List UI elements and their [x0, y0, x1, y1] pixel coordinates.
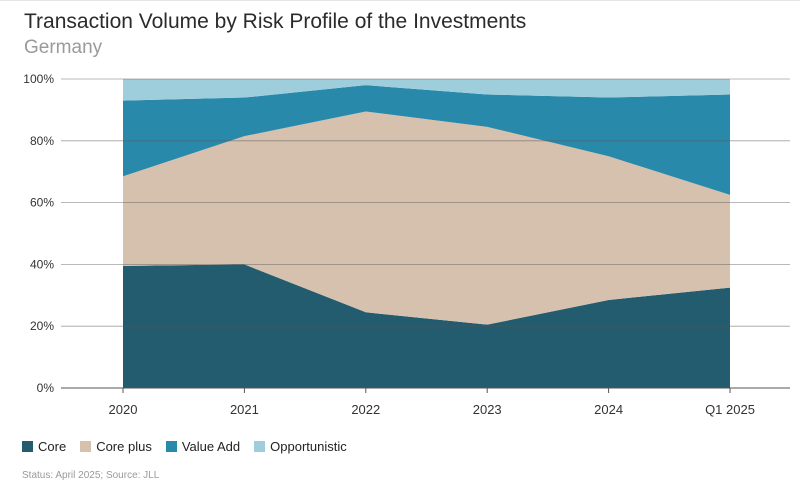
- x-tick-label: Q1 2025: [705, 402, 755, 417]
- legend-label: Core: [38, 439, 67, 454]
- chart-title: Transaction Volume by Risk Profile of th…: [24, 10, 527, 33]
- legend-label: Core plus: [96, 439, 152, 454]
- legend-item-value-add: Value Add: [165, 439, 241, 454]
- area-core-plus: [123, 111, 730, 325]
- y-tick-label: 20%: [30, 319, 54, 333]
- top-divider: [0, 0, 800, 1]
- x-tick-label: 2021: [230, 402, 259, 417]
- x-tick-label: 2020: [109, 402, 138, 417]
- area-opportunistic: [123, 79, 730, 101]
- area-value-add: [123, 85, 730, 195]
- x-tick-label: 2023: [473, 402, 502, 417]
- x-tick-label: 2024: [594, 402, 623, 417]
- y-tick-label: 100%: [23, 72, 54, 86]
- y-tick-label: 80%: [30, 134, 54, 148]
- legend-label: Opportunistic: [270, 439, 347, 454]
- legend-swatch: [254, 441, 266, 452]
- y-tick-label: 0%: [37, 381, 55, 395]
- legend-item-core-plus: Core plus: [80, 439, 152, 454]
- legend-swatch: [165, 441, 177, 452]
- legend-swatch: [80, 441, 92, 452]
- legend-label: Value Add: [181, 439, 241, 454]
- legend-item-opportunistic: Opportunistic: [254, 439, 347, 454]
- legend-item-core: Core: [22, 439, 66, 454]
- y-tick-label: 60%: [30, 196, 54, 210]
- chart-legend: Core Core plus Value Add Opportunistic: [22, 439, 347, 454]
- x-tick-label: 2022: [351, 402, 380, 417]
- y-tick-label: 40%: [30, 257, 54, 271]
- legend-swatch: [22, 441, 33, 452]
- source-footnote: Status: April 2025; Source: JLL: [22, 470, 160, 481]
- stacked-area-chart: 0% 20% 40% 60% 80% 100% 2020 2021 2022 2023 2024 Q1…: [23, 72, 790, 417]
- chart-subtitle: Germany: [24, 37, 103, 58]
